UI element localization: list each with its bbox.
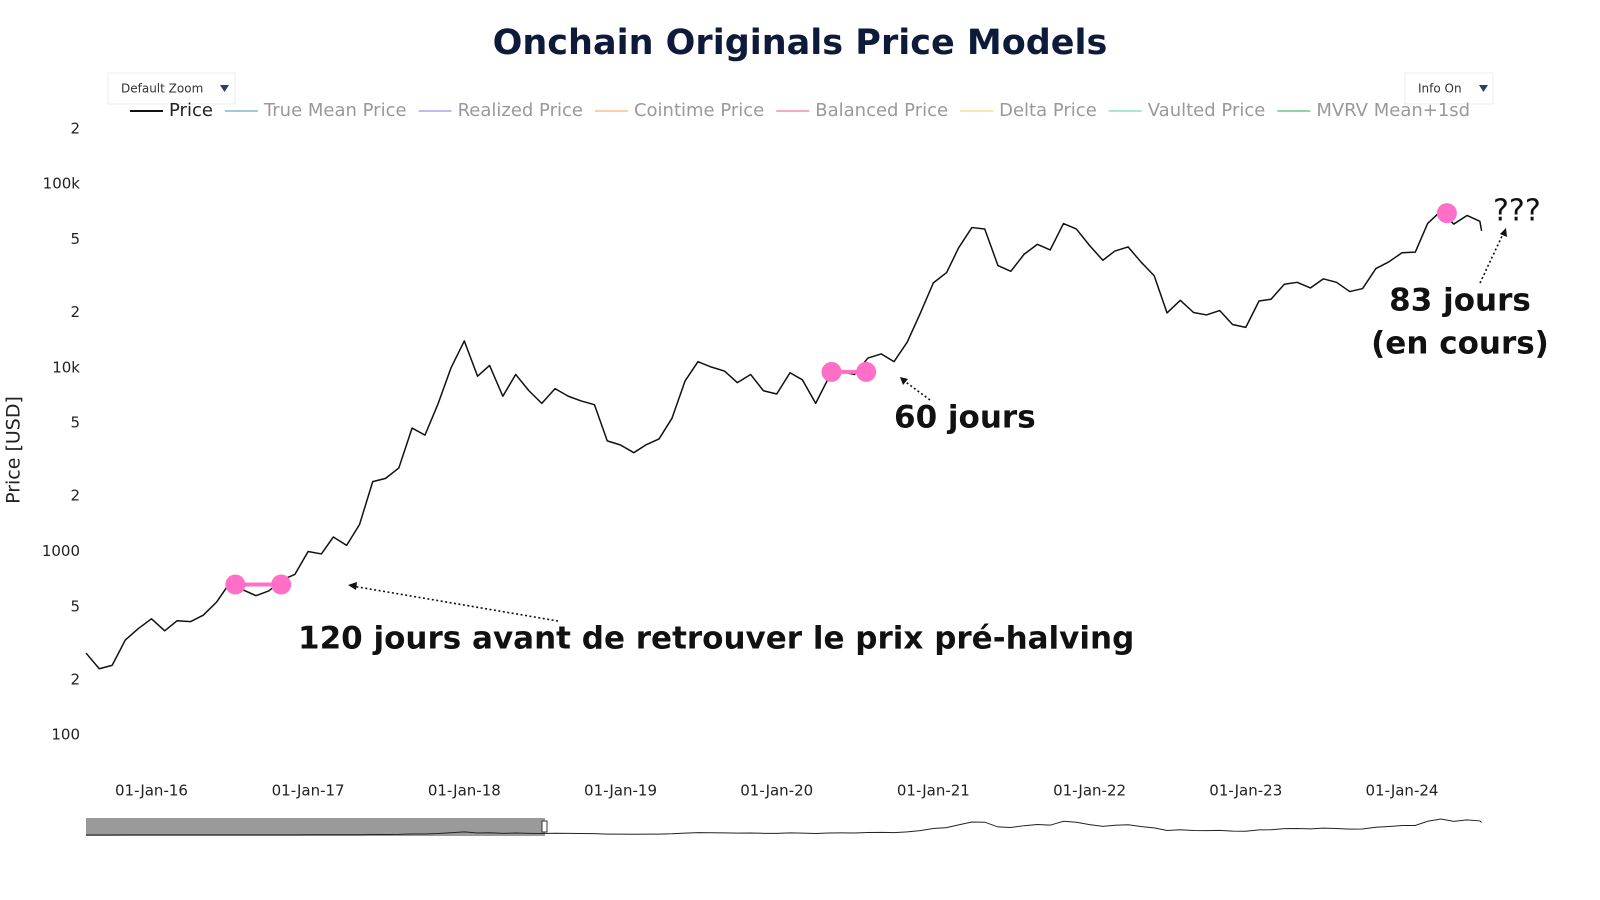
x-tick-label: 01-Jan-20 [740,782,813,800]
marker [1436,203,1457,224]
marker [271,574,292,595]
legend-label: Balanced Price [815,100,948,121]
legend-label: Price [169,100,213,121]
price-line [85,210,1483,670]
range-slider-line [85,818,1482,836]
arrow [351,585,559,622]
legend-label: Cointime Price [634,100,764,121]
dropdown-icon[interactable] [220,85,229,92]
legend-label: MVRV Mean+1sd [1316,100,1470,121]
y-tick-label: 10k [52,358,80,376]
y-tick-label: 5 [70,597,80,615]
marker [821,361,842,382]
x-tick-label: 01-Jan-16 [115,782,188,800]
annotation: (en cours) [1371,326,1549,362]
x-tick-label: 01-Jan-24 [1365,782,1438,800]
dropdown-icon[interactable] [1479,85,1488,92]
marker [856,361,877,382]
zoom-button[interactable]: Default Zoom [107,72,236,105]
arrows [351,233,1504,622]
button-box[interactable] [107,72,236,105]
range-selection[interactable] [86,818,545,836]
legend-label: Vaulted Price [1148,100,1266,121]
arrowhead [900,377,908,385]
y-tick-label: 100 [51,726,80,744]
x-tick-label: 01-Jan-19 [584,782,657,800]
info-button[interactable]: Info On [1404,72,1494,105]
arrow [1479,233,1504,284]
arrow [902,379,931,401]
legend-label: Delta Price [999,100,1097,121]
y-tick-label: 5 [70,230,80,248]
annotation: ??? [1493,194,1541,229]
x-tick-label: 01-Jan-23 [1209,782,1282,800]
marker [225,574,246,595]
legend-label: Realized Price [458,100,583,121]
arrowheads [348,228,1507,590]
y-tick-label: 2 [70,670,80,688]
chart-title: Onchain Originals Price Models [493,23,1108,63]
annotation: 83 jours [1389,283,1531,319]
y-tick-label: 1000 [42,542,80,560]
y-tick-label: 2 [70,119,80,137]
y-tick-label: 2 [70,487,80,505]
x-tick-label: 01-Jan-22 [1053,782,1126,800]
x-tick-label: 01-Jan-18 [428,782,501,800]
legend-label: True Mean Price [263,100,407,121]
arrowhead [1500,228,1507,237]
annotation: 60 jours [894,400,1036,436]
y-tick-label: 100k [43,175,81,193]
annotation: 120 jours avant de retrouver le prix pré… [298,621,1134,657]
arrowhead [348,582,357,590]
y-axis-label: Price [USD] [3,396,25,504]
button-label[interactable]: Default Zoom [121,82,203,96]
range-handle[interactable] [541,820,548,833]
x-tick-label: 01-Jan-17 [272,782,345,800]
y-tick-label: 5 [70,414,80,432]
button-label[interactable]: Info On [1418,82,1462,96]
button-box[interactable] [1404,72,1494,105]
y-tick-label: 2 [70,303,80,321]
x-tick-label: 01-Jan-21 [897,782,970,800]
